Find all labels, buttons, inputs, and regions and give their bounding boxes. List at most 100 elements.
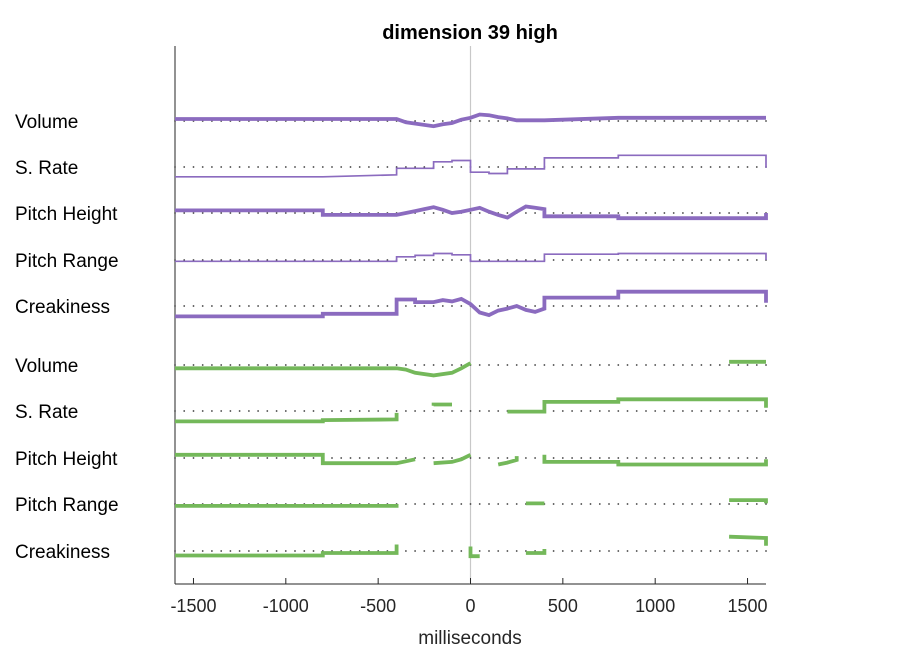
baseline-dot xyxy=(598,550,601,552)
baseline-dot xyxy=(561,305,564,307)
baseline-dot xyxy=(312,410,315,412)
baseline-dot xyxy=(451,550,453,552)
baseline-dot xyxy=(728,364,730,366)
baseline-dot xyxy=(192,457,195,459)
baseline-dot xyxy=(414,259,416,261)
baseline-dot xyxy=(211,410,213,412)
baseline-dot xyxy=(368,166,370,168)
baseline-dot xyxy=(423,212,426,214)
baseline-dot xyxy=(682,259,684,261)
baseline-dot xyxy=(469,503,472,505)
baseline-dot xyxy=(312,305,315,307)
baseline-dot xyxy=(672,503,675,505)
baseline-dot xyxy=(488,364,490,366)
baseline-dot xyxy=(183,550,186,552)
baseline-dot xyxy=(460,305,463,307)
baseline-dot xyxy=(478,364,481,366)
baseline-dot xyxy=(765,550,767,552)
baseline-dot xyxy=(294,212,296,214)
baseline-dot xyxy=(718,120,721,122)
baseline-dot xyxy=(571,364,573,366)
baseline-dot xyxy=(709,364,712,366)
baseline-dot xyxy=(700,364,703,366)
baseline-dot xyxy=(682,120,684,122)
baseline-dots xyxy=(174,305,767,307)
baseline-dot xyxy=(682,166,684,168)
baseline-dot xyxy=(589,305,592,307)
baseline-dot xyxy=(414,550,416,552)
baseline-dot xyxy=(700,457,703,459)
baseline-dot xyxy=(506,550,509,552)
baseline-dot xyxy=(765,410,767,412)
baseline-dot xyxy=(645,364,647,366)
baseline-dot xyxy=(737,120,740,122)
baseline-dot xyxy=(755,120,758,122)
x-tick-label: -500 xyxy=(360,596,396,616)
baseline-dot xyxy=(248,364,250,366)
baseline-dot xyxy=(284,305,287,307)
baseline-dot xyxy=(682,457,684,459)
baseline-dot xyxy=(728,550,730,552)
baseline-dot xyxy=(608,457,610,459)
baseline-dot xyxy=(571,550,573,552)
baseline-dot xyxy=(709,305,712,307)
baseline-dot xyxy=(229,166,232,168)
baseline-dot xyxy=(580,457,583,459)
baseline-dot xyxy=(395,457,398,459)
baseline-dot xyxy=(626,410,629,412)
baseline-dot xyxy=(312,166,315,168)
x-tick-label: -1000 xyxy=(263,596,309,616)
baseline-dot xyxy=(423,457,426,459)
baseline-dot xyxy=(617,410,620,412)
baseline-dot xyxy=(571,166,573,168)
baseline-dot xyxy=(700,166,703,168)
baseline-dot xyxy=(682,212,684,214)
baseline-dot xyxy=(275,305,278,307)
baseline-dot xyxy=(358,457,361,459)
baseline-dot xyxy=(238,364,241,366)
baseline-dot xyxy=(386,166,389,168)
baseline-dot xyxy=(405,550,407,552)
baseline-dot xyxy=(303,410,306,412)
baseline-dot xyxy=(561,550,564,552)
baseline-dot xyxy=(211,364,213,366)
baseline-dot xyxy=(405,503,407,505)
baseline-dot xyxy=(746,410,749,412)
baseline-dot xyxy=(663,212,666,214)
baseline-dot xyxy=(174,166,176,168)
baseline-dot xyxy=(663,503,666,505)
baseline-dot xyxy=(423,120,426,122)
baseline-dot xyxy=(755,305,758,307)
row-label: Pitch Range xyxy=(15,495,119,516)
baseline-dot xyxy=(525,166,527,168)
baseline-dot xyxy=(617,305,620,307)
baseline-dot xyxy=(691,166,693,168)
baseline-dot xyxy=(266,550,269,552)
baseline-dot xyxy=(626,503,629,505)
baseline-dot xyxy=(386,410,389,412)
baseline-dot xyxy=(460,166,463,168)
baseline-dot xyxy=(451,259,453,261)
baseline-dot xyxy=(183,212,186,214)
baseline-dot xyxy=(368,410,370,412)
baseline-dot xyxy=(598,410,601,412)
baseline-dot xyxy=(608,410,610,412)
baseline-dot xyxy=(755,457,758,459)
baseline-dot xyxy=(691,503,693,505)
baseline-dot xyxy=(635,305,638,307)
baseline-dot xyxy=(451,364,453,366)
baseline-dot xyxy=(589,166,592,168)
x-tick-label: 0 xyxy=(465,596,475,616)
baseline-dot xyxy=(395,364,398,366)
baseline-dot xyxy=(580,212,583,214)
baseline-dot xyxy=(709,120,712,122)
baseline-dot xyxy=(755,212,758,214)
baseline-dot xyxy=(598,305,601,307)
baseline-dot xyxy=(617,503,620,505)
baseline-dot xyxy=(275,166,278,168)
baseline-dot xyxy=(765,305,767,307)
baseline-dot xyxy=(691,120,693,122)
series-line-purple-volume xyxy=(175,112,766,129)
baseline-dot xyxy=(728,410,730,412)
baseline-dot xyxy=(229,410,232,412)
